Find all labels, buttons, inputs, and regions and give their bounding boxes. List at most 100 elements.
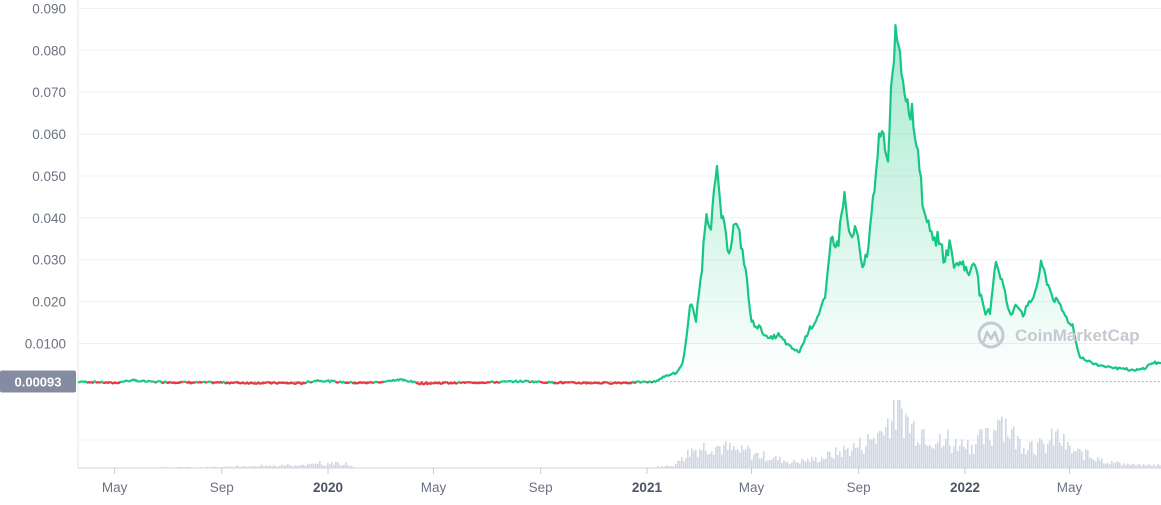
volume-bar [1067, 442, 1069, 468]
volume-bar [787, 462, 789, 468]
volume-bar [755, 453, 757, 468]
volume-bar [731, 450, 733, 468]
volume-bar [1155, 466, 1157, 468]
price-area-fill [78, 25, 1161, 384]
volume-bar [247, 467, 249, 468]
volume-bar [179, 467, 181, 468]
volume-bar [1061, 446, 1063, 468]
volume-bar [163, 467, 165, 468]
volume-bar [867, 434, 869, 468]
volume-bar [289, 465, 291, 468]
volume-bar [923, 429, 925, 468]
x-tick-label: Sep [210, 480, 234, 495]
volume-bar [807, 459, 809, 468]
volume-bar [291, 466, 293, 468]
volume-bar [231, 466, 233, 468]
volume-bar [165, 467, 167, 468]
price-line-below-segment [87, 382, 93, 383]
volume-bar [325, 466, 327, 468]
volume-bar [909, 433, 911, 468]
volume-bar [905, 414, 907, 468]
volume-bar [777, 460, 779, 468]
volume-bar [839, 451, 841, 468]
volume-bar [189, 467, 191, 468]
volume-bar [843, 446, 845, 468]
volume-bar [971, 445, 973, 468]
volume-bar [279, 466, 281, 468]
volume-bar [339, 465, 341, 468]
volume-bar [937, 442, 939, 468]
volume-bar [801, 459, 803, 468]
volume-bar [251, 466, 253, 468]
volume-bar [945, 439, 947, 468]
volume-bar [657, 466, 659, 468]
volume-bar [845, 450, 847, 468]
volume-bar [349, 466, 351, 468]
volume-bar [995, 431, 997, 468]
volume-bar [1039, 438, 1041, 468]
volume-bar [933, 449, 935, 468]
volume-bar [213, 467, 215, 468]
volume-bar [889, 438, 891, 468]
volume-bar [899, 400, 901, 468]
volume-bar [651, 467, 653, 468]
volume-bar [187, 467, 189, 468]
price-line-below-segment [225, 382, 306, 384]
volume-bar [769, 460, 771, 468]
volume-bar [281, 465, 283, 468]
volume-bar [863, 454, 865, 468]
volume-bar [177, 467, 179, 468]
x-tick-label: Sep [529, 480, 553, 495]
volume-bar [853, 443, 855, 468]
volume-bar [1025, 454, 1027, 468]
volume-bar [243, 466, 245, 468]
volume-bar [1023, 448, 1025, 468]
volume-bar [903, 438, 905, 468]
y-tick-label: 0.050 [32, 169, 66, 184]
volume-bar [237, 466, 239, 468]
volume-bar [681, 457, 683, 468]
volume-bar [837, 455, 839, 468]
volume-bar [1121, 465, 1123, 468]
volume-bar [1133, 464, 1135, 468]
volume-bar [917, 442, 919, 468]
volume-bar [1041, 440, 1043, 468]
volume-bar [679, 461, 681, 468]
volume-bar [191, 467, 193, 468]
volume-bar [821, 457, 823, 468]
volume-bar [741, 445, 743, 468]
volume-bar [181, 467, 183, 468]
volume-bar [823, 459, 825, 468]
volume-bar [817, 462, 819, 468]
volume-bar [1029, 442, 1031, 468]
volume-bar [791, 462, 793, 468]
volume-bar [697, 457, 699, 468]
volume-bar [1147, 464, 1149, 468]
volume-bar [707, 454, 709, 468]
volume-bar [299, 465, 301, 468]
volume-bar [891, 421, 893, 468]
volume-bar [893, 400, 895, 468]
volume-bar [241, 467, 243, 468]
volume-bar [869, 439, 871, 468]
volume-bar [1125, 465, 1127, 468]
volume-bar [309, 464, 311, 468]
volume-bar [315, 464, 317, 468]
volume-bar [695, 450, 697, 468]
volume-bar [747, 446, 749, 468]
volume-bar [785, 462, 787, 468]
volume-bar [161, 467, 163, 468]
volume-bar [665, 466, 667, 468]
volume-bar [353, 467, 355, 468]
volume-bar [345, 462, 347, 468]
y-tick-label: 0.020 [32, 295, 66, 310]
volume-bar [793, 460, 795, 468]
volume-bar [811, 457, 813, 468]
volume-bar [1151, 466, 1153, 468]
volume-bar [773, 458, 775, 468]
x-tick-label: May [102, 480, 128, 495]
volume-bar [751, 460, 753, 468]
volume-bar [865, 446, 867, 468]
